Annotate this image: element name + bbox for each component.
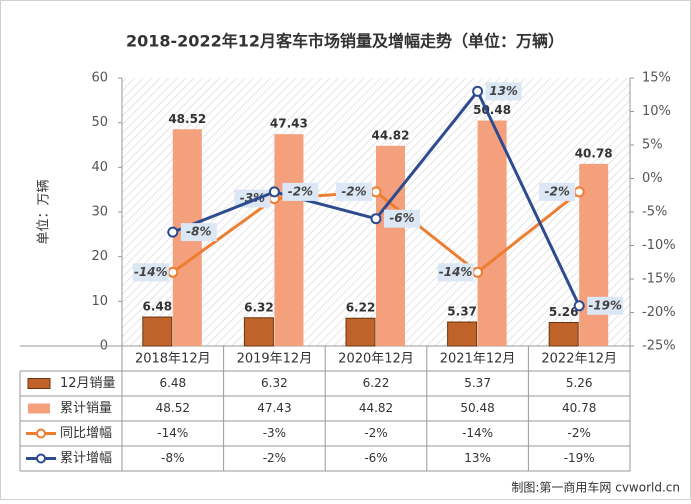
legend-marker [36, 453, 46, 464]
bar-label: 6.22 [346, 301, 376, 315]
table-cell: 48.52 [156, 401, 190, 415]
line-point [370, 186, 382, 198]
line-label: -19% [588, 298, 622, 312]
y-tick-label: 60 [91, 71, 108, 86]
y-tick-label: 50 [91, 115, 108, 130]
y-tick-label: 40 [91, 160, 108, 175]
bar-label: 40.78 [575, 146, 613, 160]
table-cell: 5.26 [566, 376, 593, 390]
y2-tick-label: -20% [642, 305, 676, 320]
table-cell: -14% [157, 426, 188, 440]
legend-label: 累计销量 [60, 401, 112, 416]
line-label: -14% [439, 265, 473, 279]
bar [243, 317, 274, 347]
y2-tick-label: 15% [642, 71, 671, 86]
line-point [573, 186, 585, 198]
x-tick-label: 2018年12月 [135, 352, 211, 367]
legend-marker [36, 428, 46, 439]
table-cell: -19% [564, 451, 595, 465]
label-box [384, 209, 420, 228]
x-tick-label: 2021年12月 [440, 352, 516, 367]
table-cell: -2% [263, 451, 286, 465]
line-label: -2% [341, 184, 366, 198]
chart-title: 2018-2022年12月客车市场销量及增幅走势（单位：万辆） [126, 32, 564, 51]
y2-tick-label: -25% [642, 339, 676, 354]
legend-marker [27, 378, 51, 389]
bar-label: 44.82 [372, 128, 410, 142]
table-cell: 6.32 [261, 376, 288, 390]
y-tick-label: 10 [91, 294, 108, 309]
bar-label: 6.32 [244, 300, 274, 314]
y2-tick-label: 10% [642, 104, 671, 119]
legend-marker [28, 403, 50, 414]
line-point [167, 226, 179, 238]
line-label: -8% [186, 225, 211, 239]
line-label: 13% [489, 84, 518, 98]
table-cell: 40.78 [562, 401, 596, 415]
bar [376, 145, 405, 346]
label-box [485, 82, 522, 101]
y2-tick-label: 5% [642, 138, 663, 153]
table-cell: -2% [568, 426, 591, 440]
line-point [472, 266, 484, 278]
line-point [573, 300, 585, 312]
y2-tick-label: 0% [642, 171, 663, 186]
y2-tick-label: -10% [642, 238, 676, 253]
table-cell: -6% [364, 451, 387, 465]
table-cell: 6.22 [363, 376, 390, 390]
x-tick-label: 2020年12月 [338, 352, 414, 367]
bar-label: 5.26 [549, 305, 579, 319]
bar [274, 134, 304, 346]
y2-tick-label: -15% [642, 272, 676, 287]
bar [142, 316, 173, 347]
line-label: -2% [288, 184, 313, 198]
line-label: -14% [134, 265, 168, 279]
legend-label: 同比增幅 [60, 426, 112, 441]
label-box [539, 182, 576, 201]
x-tick-label: 2022年12月 [541, 352, 617, 367]
bar [548, 322, 579, 347]
line-point [167, 266, 179, 278]
legend-label: 累计增幅 [60, 451, 112, 466]
y-tick-label: 30 [91, 205, 108, 220]
table-cell: 50.48 [460, 401, 494, 415]
bar-label: 6.48 [142, 300, 172, 314]
table-cell: 47.43 [257, 401, 291, 415]
label-box [282, 182, 319, 201]
label-box [437, 263, 474, 282]
label-box [587, 296, 624, 315]
line-point [268, 186, 280, 198]
table-cell: -8% [161, 451, 184, 465]
x-tick-label: 2019年12月 [237, 352, 313, 367]
bar-label: 47.43 [270, 117, 308, 131]
table-cell: 6.48 [159, 376, 186, 390]
bar-label: 48.52 [168, 112, 206, 126]
y-axis-label: 单位：万辆 [37, 179, 52, 244]
line-label: -6% [389, 211, 414, 225]
y-tick-label: 20 [91, 249, 108, 264]
table-cell: 13% [464, 451, 491, 465]
legend-label: 12月销量 [60, 376, 116, 391]
label-box [180, 223, 217, 242]
table-cell: -3% [263, 426, 286, 440]
line-point [472, 85, 484, 97]
table-cell: -2% [364, 426, 387, 440]
bar-label: 5.37 [447, 305, 477, 319]
bar [447, 321, 478, 347]
label-box [132, 263, 169, 282]
table-cell: 5.37 [464, 376, 491, 390]
bar [477, 120, 507, 346]
y2-tick-label: -5% [642, 205, 667, 220]
line-point [370, 213, 382, 225]
table-cell: 44.82 [359, 401, 393, 415]
bar [345, 317, 376, 347]
line-label: -2% [545, 184, 570, 198]
label-box [336, 182, 372, 201]
table-cell: -14% [462, 426, 493, 440]
bar-label: 50.48 [473, 103, 511, 117]
credit: 制图:第一商用车网 cvworld.cn [511, 480, 680, 495]
